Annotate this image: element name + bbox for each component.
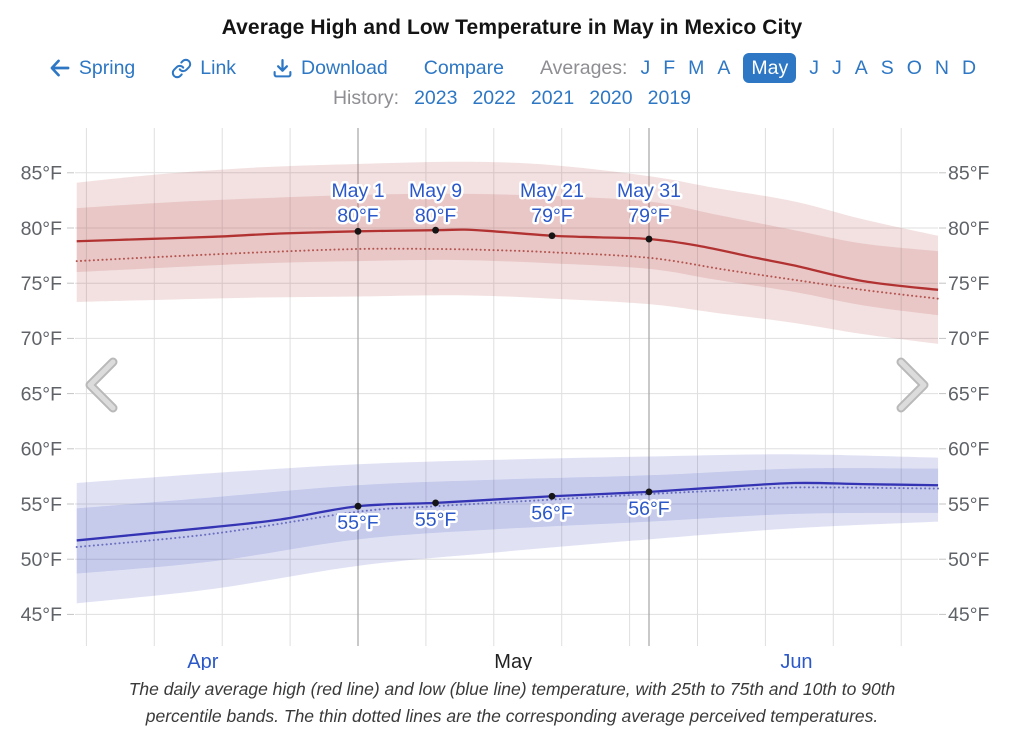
download-label: Download (301, 57, 388, 79)
toolbar: Spring Link Download Compare Averages: J… (0, 53, 1024, 83)
averages-month-may: May (743, 53, 797, 83)
svg-text:55°F: 55°F (948, 494, 989, 516)
svg-text:65°F: 65°F (948, 383, 989, 405)
averages-month-mar[interactable]: M (688, 57, 705, 79)
low-temperature-bands (76, 454, 939, 604)
averages-month-list: J F M A May J J A S O N D (640, 53, 976, 83)
download-button[interactable]: Download (272, 54, 388, 82)
averages-month-jun[interactable]: J (809, 57, 819, 79)
temperature-chart[interactable]: May 1 80°F May 9 80°F May 21 79°F May 31 79°F 55… (0, 118, 1024, 673)
history-year-2020[interactable]: 2020 (589, 87, 633, 109)
svg-text:75°F: 75°F (948, 273, 989, 295)
svg-text:May 21: May 21 (520, 180, 584, 202)
low-temperature-line (76, 481, 939, 542)
page-title: Average High and Low Temperature in May … (221, 16, 803, 39)
vertical-gridlines (85, 128, 902, 646)
svg-text:May 31: May 31 (617, 180, 681, 202)
prev-chart-button[interactable] (85, 357, 118, 413)
svg-text:75°F: 75°F (21, 273, 62, 295)
svg-text:60°F: 60°F (948, 439, 989, 461)
link-button[interactable]: Link (171, 54, 236, 82)
download-icon (273, 58, 292, 77)
low-perceived-line (75, 486, 940, 549)
averages-label: Averages: (539, 57, 628, 79)
averages-month-feb[interactable]: F (663, 57, 676, 79)
back-arrow-icon (50, 59, 70, 77)
history-label: History: (332, 87, 400, 109)
svg-text:80°F: 80°F (415, 205, 456, 227)
averages-month-nov[interactable]: N (934, 57, 950, 79)
compare-label: Compare (423, 57, 504, 79)
svg-text:80°F: 80°F (948, 218, 989, 240)
caption-line-1: The daily average high (red line) and lo… (128, 679, 896, 699)
high-perceived-line (75, 247, 940, 300)
chart-area: May 1 80°F May 9 80°F May 21 79°F May 31 79°F 55… (0, 118, 1024, 673)
svg-text:79°F: 79°F (628, 205, 669, 227)
averages-month-oct[interactable]: O (906, 57, 922, 79)
svg-text:60°F: 60°F (21, 439, 62, 461)
caption-line-2: percentile bands. The thin dotted lines … (145, 706, 879, 726)
data-point-labels: May 1 80°F May 9 80°F May 21 79°F May 31 79°F 55… (329, 178, 684, 537)
data-point-dots (354, 226, 653, 510)
high-temperature-bands (76, 161, 939, 344)
averages-month-aug[interactable]: A (854, 57, 868, 79)
x-month-may: May (494, 651, 532, 670)
svg-text:May 1: May 1 (331, 180, 384, 202)
svg-text:80°F: 80°F (337, 205, 378, 227)
svg-text:85°F: 85°F (21, 163, 62, 185)
horizontal-gridlines (75, 172, 938, 615)
svg-text:45°F: 45°F (21, 604, 62, 626)
svg-text:May 9: May 9 (409, 180, 462, 202)
svg-text:56°F: 56°F (531, 502, 572, 524)
svg-text:55°F: 55°F (415, 509, 456, 531)
svg-text:55°F: 55°F (337, 512, 378, 534)
averages-month-jan[interactable]: J (640, 57, 651, 79)
history-year-2023[interactable]: 2023 (414, 87, 458, 109)
axis-tick-marks (67, 172, 946, 615)
x-axis-month-labels: Apr May Jun (187, 651, 812, 673)
history-year-2022[interactable]: 2022 (472, 87, 516, 109)
history-row: History: 2023 2022 2021 2020 2019 (0, 87, 1024, 110)
history-year-2021[interactable]: 2021 (530, 87, 575, 109)
prev-season-label: Spring (78, 57, 136, 79)
compare-button[interactable]: Compare (424, 54, 504, 82)
prev-season-link[interactable]: Spring (48, 54, 135, 82)
svg-text:56°F: 56°F (628, 498, 669, 520)
header: Average High and Low Temperature in May … (0, 0, 1024, 110)
averages-month-apr[interactable]: A (717, 57, 731, 79)
svg-text:50°F: 50°F (948, 549, 989, 571)
next-chart-button[interactable] (896, 357, 929, 413)
x-month-jun[interactable]: Jun (780, 651, 812, 673)
high-temperature-line (76, 228, 939, 291)
svg-text:65°F: 65°F (21, 383, 62, 405)
averages-group: Averages: J F M A May J J A S O N D (540, 53, 976, 83)
averages-month-dec[interactable]: D (962, 57, 977, 79)
y-axis-labels-right: 45°F 50°F 55°F 60°F 65°F 70°F 75°F 80°F 85°F (948, 163, 989, 627)
averages-month-jul[interactable]: J (831, 57, 842, 79)
x-month-apr[interactable]: Apr (187, 651, 218, 673)
svg-text:80°F: 80°F (21, 218, 62, 240)
history-year-2019[interactable]: 2019 (647, 87, 692, 109)
chart-caption: The daily average high (red line) and lo… (0, 676, 1024, 730)
svg-text:50°F: 50°F (21, 549, 62, 571)
link-icon (172, 58, 192, 78)
link-label: Link (200, 57, 237, 79)
averages-month-sep[interactable]: S (880, 57, 894, 79)
history-year-list: 2023 2022 2021 2020 2019 (414, 87, 691, 110)
y-axis-labels-left: 45°F 50°F 55°F 60°F 65°F 70°F 75°F 80°F 85°F (21, 163, 62, 627)
svg-text:79°F: 79°F (531, 205, 572, 227)
svg-text:70°F: 70°F (948, 328, 989, 350)
svg-text:85°F: 85°F (948, 163, 989, 185)
svg-text:70°F: 70°F (21, 328, 62, 350)
svg-text:45°F: 45°F (948, 604, 989, 626)
svg-text:55°F: 55°F (21, 494, 62, 516)
